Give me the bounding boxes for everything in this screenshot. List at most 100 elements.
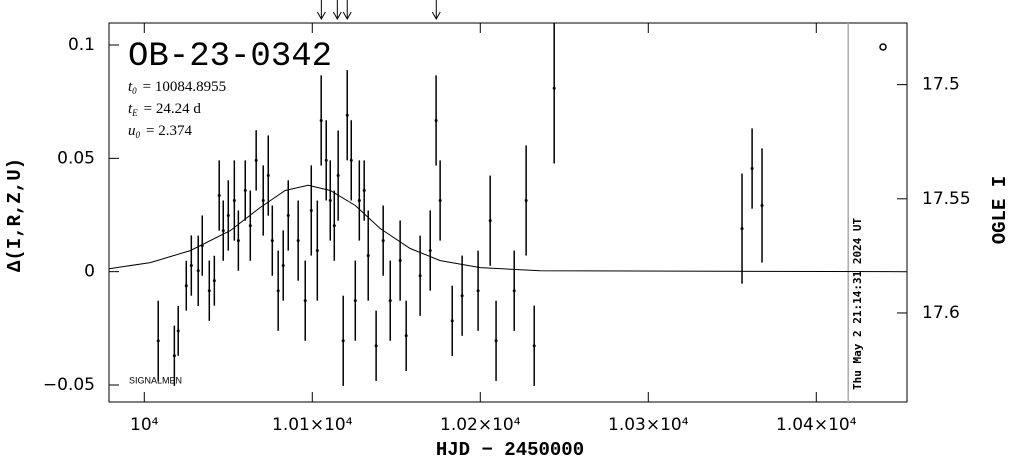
data-point [476,289,480,293]
data-point [532,344,536,348]
data-point [232,198,236,202]
data-point [243,189,247,193]
x-tick-label: 1.02×10⁴ [440,415,521,435]
event-arrow [332,0,342,21]
data-point [176,329,180,333]
y-tick-label: 0.1 [68,35,95,55]
data-point [428,249,432,253]
data-point [450,319,454,323]
data-point [357,198,361,202]
data-point [217,193,221,197]
data-point [332,224,336,228]
data-point [156,339,160,343]
data-point [353,299,357,303]
data-point [172,354,176,358]
x-tick-label: 1.03×10⁴ [608,415,689,435]
data-point [460,294,464,298]
param-symbol: t [128,101,133,117]
data-point [740,227,744,231]
data-point [281,264,285,268]
data-point [276,289,280,293]
data-point [494,339,498,343]
arrow-head [332,11,342,21]
timestamp: Thu May 2 21:14:31 2024 UT [851,217,864,390]
data-point [388,299,392,303]
points [156,23,764,386]
data-point [349,158,353,162]
y2-tick-label: 17.5 [922,75,960,95]
data-point [261,198,265,202]
plot-frame [108,22,908,403]
event-arrow [431,0,441,21]
data-point [200,244,204,248]
marker-icon [879,43,887,51]
data-point [328,198,332,202]
data-point [270,239,274,243]
param-text: = 2.374 [146,123,192,139]
data-point [434,118,438,122]
data-point [512,289,516,293]
event-arrow [342,0,352,21]
data-point [381,239,385,243]
data-point [296,239,300,243]
data-point [189,264,193,268]
data-point [254,158,258,162]
x-tick-label: 10⁴ [130,415,159,435]
data-point [266,174,270,178]
data-point [315,249,319,253]
data-point [236,239,240,243]
data-point [226,213,230,217]
data-point [341,339,345,343]
annotation: SIGNALMEN [129,375,182,385]
data-point [184,284,188,288]
data-point [212,279,216,283]
y-tick-label: −0.05 [43,375,95,395]
data-point [207,289,211,293]
event-arrow [316,0,326,21]
data-point [303,299,307,303]
parameter: t0 = 10084.8955 [128,79,226,96]
y-axis-label: Δ(I,R,Z,U) [4,158,26,272]
param-sub: 0 [136,130,141,140]
y2-axis-label: OGLE I [989,176,1011,244]
data-point [345,113,349,117]
param-sub: 0 [132,86,137,96]
x-tick-label: 1.01×10⁴ [272,415,353,435]
data-point [418,274,422,278]
data-point [374,344,378,348]
data-point [750,167,754,171]
data-point [286,213,290,217]
data-point [438,198,442,202]
data-point [366,254,370,258]
x-axis-label: HJD − 2450000 [436,439,584,459]
parameter: tE = 24.24 d [128,101,201,118]
data-point [319,118,323,122]
param-text: = 24.24 d [144,101,202,117]
data-point [248,224,252,228]
param-symbol: t [128,79,133,95]
data-point [760,203,764,207]
arrow-head [431,11,441,21]
y2-tick-label: 17.55 [922,189,971,209]
data-point [309,208,313,212]
data-point [336,174,340,178]
arrow-head [342,11,352,21]
data-point [221,229,225,233]
data-point [404,334,408,338]
y2-tick-label: 17.6 [922,303,960,323]
param-text: = 10084.8955 [143,79,226,95]
y-tick-label: 0.05 [57,148,95,168]
data-point [488,219,492,223]
parameter: u0 = 2.374 [128,123,192,140]
param-symbol: u [128,123,136,139]
y-tick-label: 0 [84,262,95,282]
data-point [552,86,556,90]
arrow-head [316,11,326,21]
chart-title: OB-23-0342 [128,38,332,76]
x-tick-label: 1.04×10⁴ [776,415,857,435]
param-sub: E [131,108,138,118]
data-point [524,198,528,202]
data-point [398,259,402,263]
data-point [196,269,200,273]
